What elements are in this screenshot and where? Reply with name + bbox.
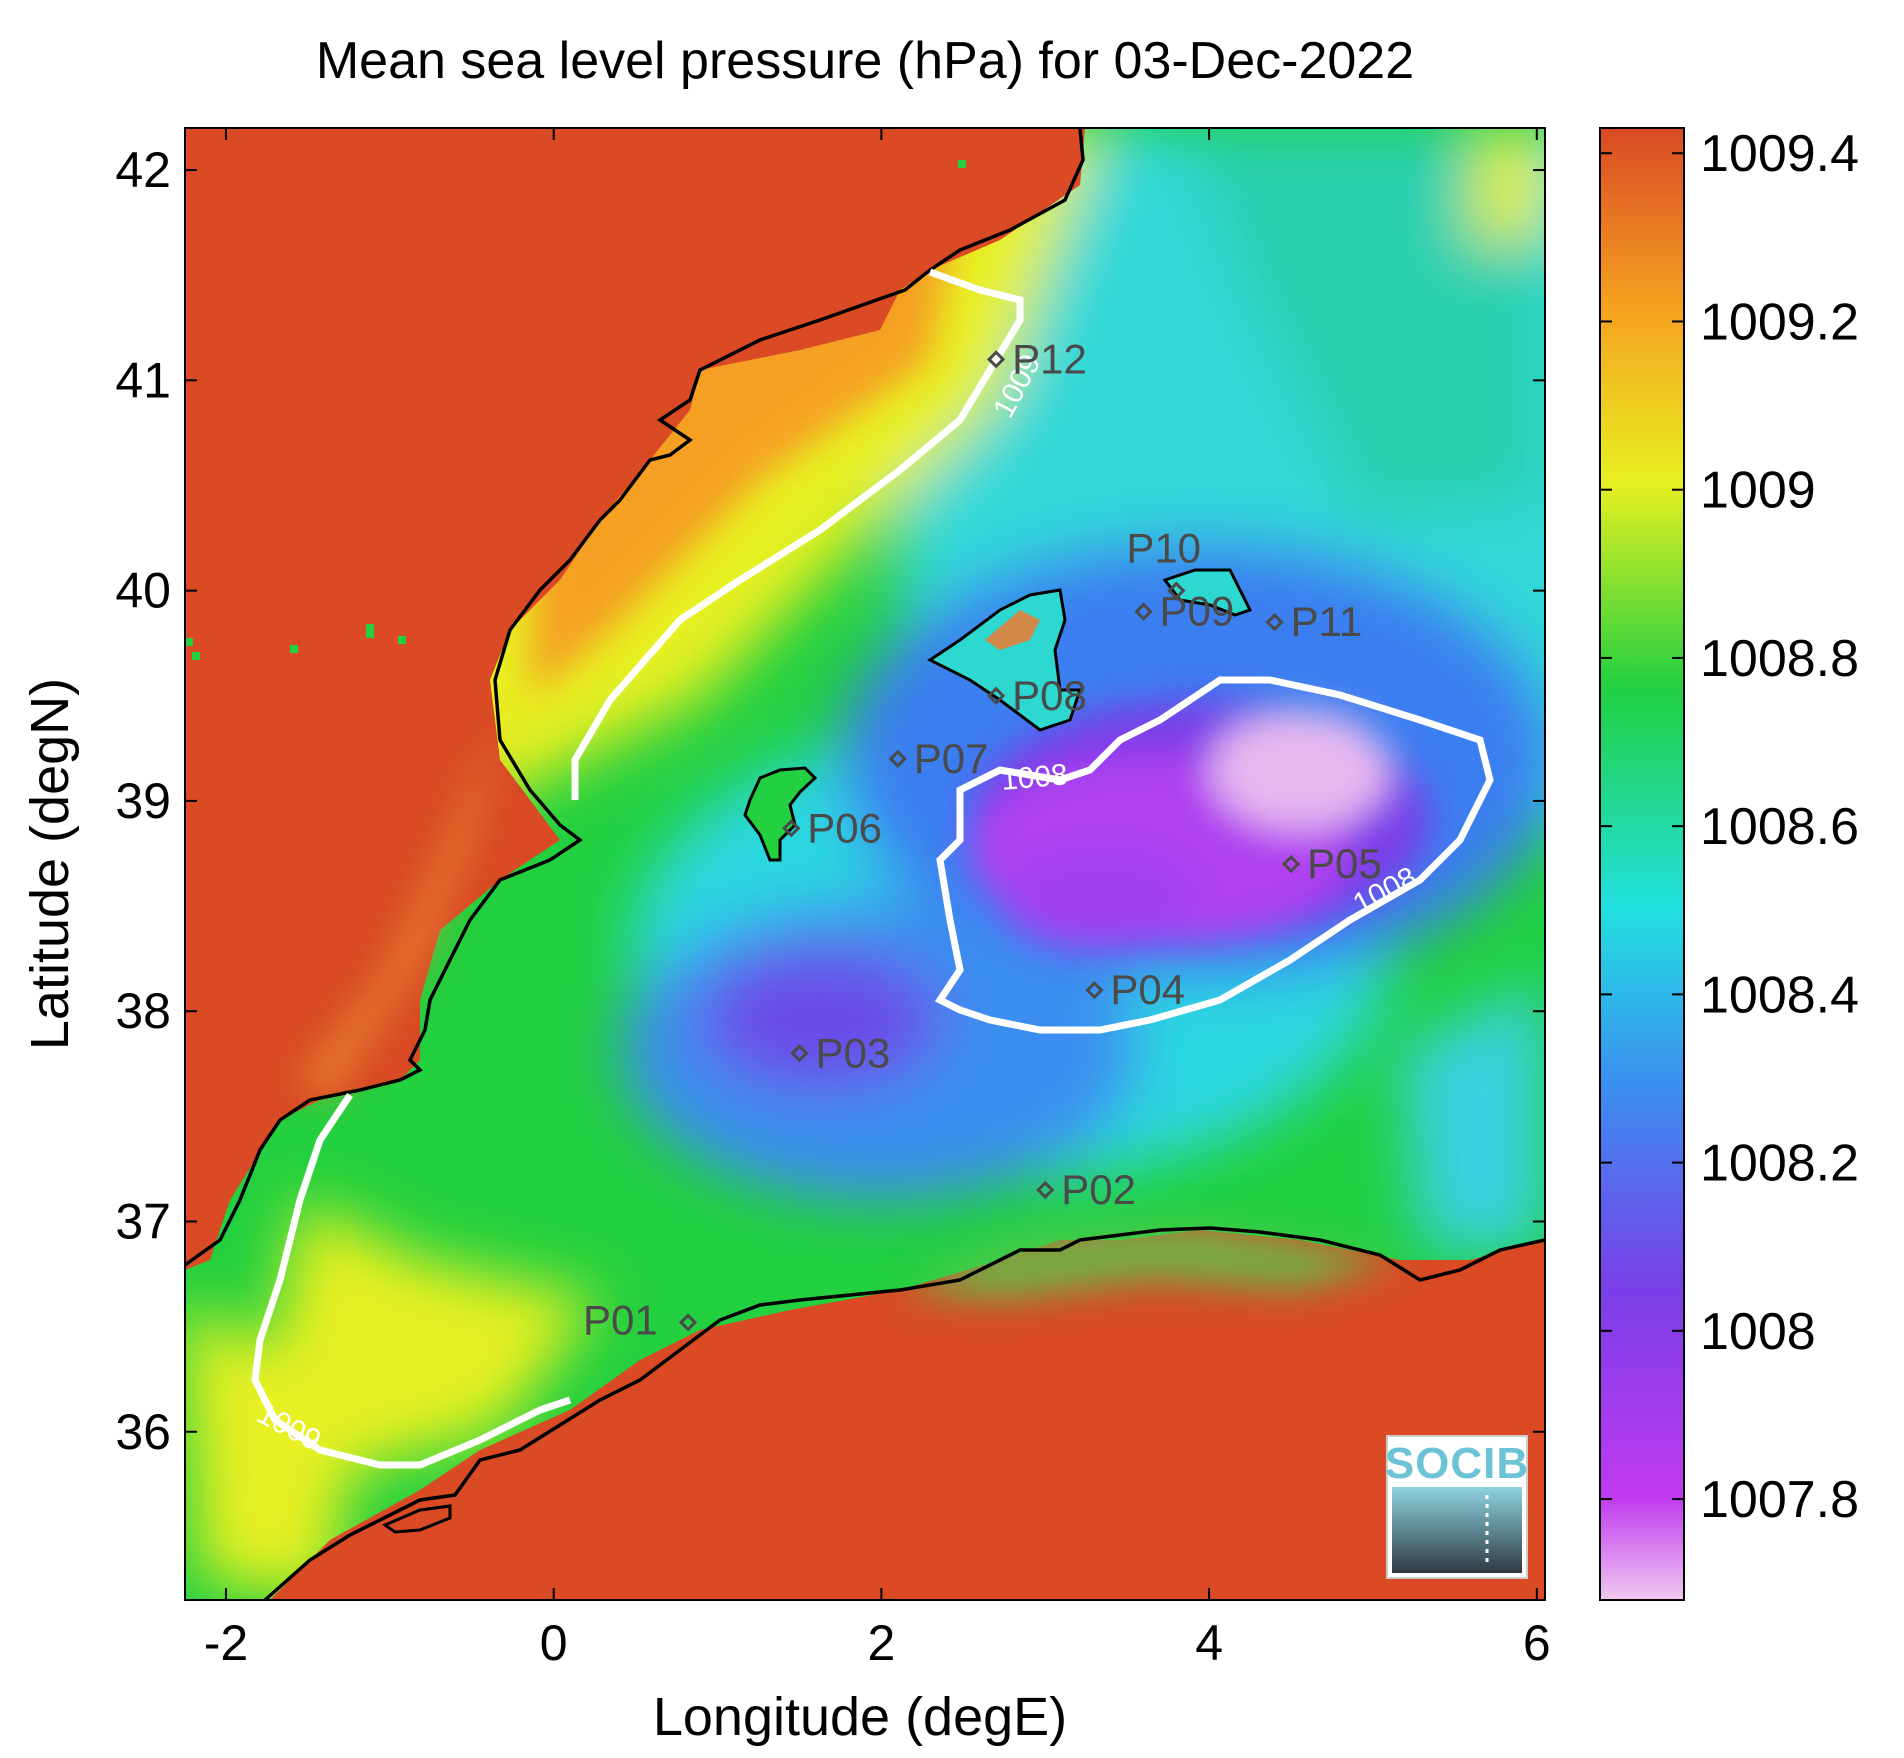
logo-text: SOCIB <box>1385 1439 1529 1488</box>
station-label: P05 <box>1307 840 1382 887</box>
colorbar-tick-label: 1008 <box>1700 1303 1816 1361</box>
station-marker <box>1265 613 1284 632</box>
x-tick-label: 2 <box>867 1615 895 1671</box>
x-tick-label: 6 <box>1523 1615 1551 1671</box>
colorbar-tick-label: 1008.8 <box>1700 630 1859 688</box>
station-marker <box>986 350 1006 369</box>
contour-1009-south <box>251 1093 572 1469</box>
colorbar-tick-label: 1009.2 <box>1700 293 1859 351</box>
station-marker <box>1036 1180 1055 1200</box>
colorbar-tick-label: 1008.2 <box>1700 1135 1859 1193</box>
station-label: P06 <box>807 804 882 851</box>
station-label: P02 <box>1061 1166 1136 1213</box>
map-title: Mean sea level pressure (hPa) for 03-Dec… <box>316 32 1414 90</box>
y-tick-label: 37 <box>115 1193 171 1249</box>
station-marker <box>1134 602 1153 621</box>
station-markers: P01 P02 P03 P04 P05 P06 P07 P08 P09 P10 P11 P12 <box>583 335 1382 1343</box>
station-label: P03 <box>815 1029 890 1076</box>
colorbar-ticks: 1007.8 1008 1008.2 1008.4 1008.6 1008.8 1009 10… <box>1600 125 1859 1529</box>
station-marker <box>986 686 1006 705</box>
socib-logo: SOCIB <box>1385 1435 1529 1579</box>
colorbar-tick-label: 1009.4 <box>1700 125 1859 183</box>
land-mask <box>185 128 1545 1600</box>
station-label: P04 <box>1110 966 1185 1013</box>
station-label: P08 <box>1012 672 1087 719</box>
station-marker <box>782 819 801 838</box>
colorbar-tick-label: 1009 <box>1700 462 1816 520</box>
contour-label: 1008 <box>1000 758 1069 797</box>
colorbar-tick-label: 1008.4 <box>1700 966 1859 1024</box>
station-marker <box>678 1313 698 1332</box>
station-label: P11 <box>1291 598 1363 645</box>
x-tick-label: -2 <box>204 1615 248 1671</box>
x-tick-label: 4 <box>1195 1615 1223 1671</box>
y-tick-label: 38 <box>115 983 171 1039</box>
contour-1008 <box>934 676 1494 1034</box>
station-label: P09 <box>1160 588 1235 635</box>
station-label: P01 <box>583 1296 658 1343</box>
y-axis-label: Latitude (degN) <box>20 678 80 1050</box>
colorbar: 1007.8 1008 1008.2 1008.4 1008.6 1008.8 1009 10… <box>1599 125 1859 1601</box>
contour-1009-north <box>571 268 1024 800</box>
y-tick-label: 40 <box>115 563 171 619</box>
station-label: P10 <box>1126 525 1201 572</box>
station-marker <box>1085 981 1104 1000</box>
y-tick-label: 42 <box>115 142 171 198</box>
y-tick-label: 36 <box>115 1404 171 1460</box>
station-label: P12 <box>1012 335 1087 382</box>
y-tick-label: 39 <box>115 773 171 829</box>
colorbar-tick-label: 1007.8 <box>1700 1471 1859 1529</box>
x-axis: -2 0 2 4 6 <box>204 128 1551 1671</box>
y-axis: 36 37 38 39 40 41 42 <box>115 142 1545 1460</box>
station-marker <box>1281 854 1301 874</box>
station-marker <box>888 749 907 768</box>
station-marker <box>790 1044 809 1063</box>
pressure-field <box>185 128 1545 1600</box>
y-tick-label: 41 <box>115 352 171 408</box>
station-marker <box>1167 581 1186 600</box>
x-tick-label: 0 <box>540 1615 568 1671</box>
colorbar-tick-label: 1008.6 <box>1700 798 1859 856</box>
station-label: P07 <box>914 735 989 782</box>
x-axis-label: Longitude (degE) <box>653 1687 1067 1747</box>
plot-frame <box>184 127 1546 1601</box>
